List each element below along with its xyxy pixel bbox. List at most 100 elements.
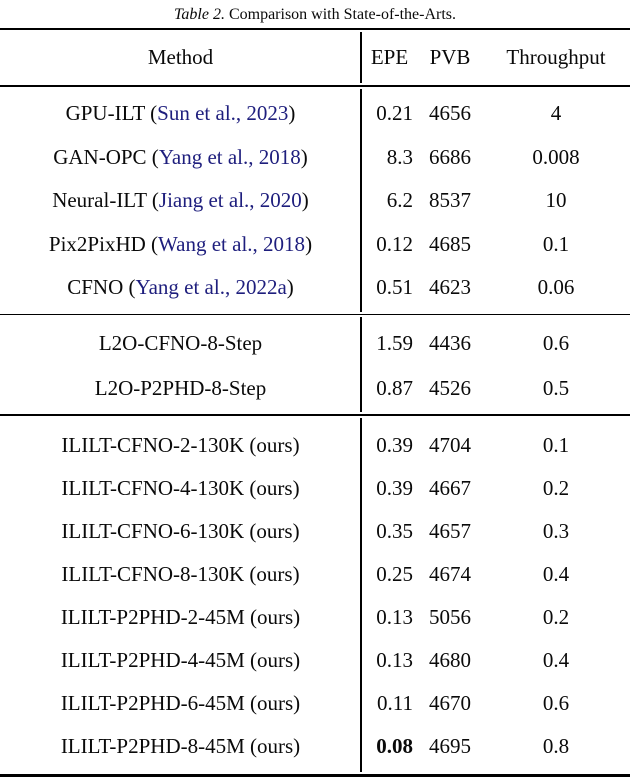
table-row: CFNO (Yang et al., 2022a) 0.51 4623 0.06 <box>0 266 630 310</box>
table-caption-text: Comparison with State-of-the-Arts. <box>224 6 457 23</box>
method-cell: L2O-CFNO-8-Step <box>0 331 361 356</box>
table-row: ILILT-CFNO-4-130K (ours) 0.39 4667 0.2 <box>0 467 630 510</box>
table-row: ILILT-CFNO-6-130K (ours) 0.35 4657 0.3 <box>0 510 630 553</box>
throughput-value: 0.8 <box>542 734 570 759</box>
table-row: Pix2PixHD (Wang et al., 2018) 0.12 4685 … <box>0 223 630 267</box>
method-cell: L2O-P2PHD-8-Step <box>0 376 361 401</box>
table-row: ILILT-CFNO-2-130K (ours) 0.39 4704 0.1 <box>0 424 630 467</box>
numeric-cells: 0.39 4704 0.1 <box>361 433 630 458</box>
header-numeric-columns: EPE PVB Throughput <box>361 45 630 70</box>
numeric-cells: 0.35 4657 0.3 <box>361 519 630 544</box>
epe-value: 0.51 <box>376 275 413 300</box>
throughput-value: 0.1 <box>542 433 570 458</box>
method-pre: ILILT-P2PHD-8-45M (ours) <box>60 734 301 759</box>
table-caption-number: Table 2. <box>173 6 225 23</box>
throughput-value: 0.6 <box>542 331 570 356</box>
method-post: ) <box>305 231 313 256</box>
method-cell: Pix2PixHD (Wang et al., 2018) <box>0 232 361 257</box>
epe-value: 8.3 <box>386 144 413 169</box>
table-row: L2O-CFNO-8-Step 1.59 4436 0.6 <box>0 321 630 366</box>
method-pre: Pix2PixHD ( <box>48 231 159 256</box>
epe-value: 0.39 <box>376 476 413 501</box>
pvb-value: 4680 <box>429 648 471 673</box>
column-header-pvb: PVB <box>429 45 471 70</box>
pvb-value: 5056 <box>429 605 471 630</box>
pvb-value: 4623 <box>429 275 471 300</box>
pvb-value: 8537 <box>429 188 471 213</box>
throughput-value: 0.4 <box>542 648 570 673</box>
table-body: GPU-ILT (Sun et al., 2023) 0.21 4656 4 G… <box>0 87 630 774</box>
header-rule <box>0 85 630 88</box>
epe-value: 0.21 <box>376 101 413 126</box>
epe-value: 6.2 <box>386 188 413 213</box>
epe-value: 0.87 <box>376 376 413 401</box>
epe-value: 0.11 <box>377 691 413 716</box>
method-cell: ILILT-CFNO-2-130K (ours) <box>0 433 361 458</box>
throughput-value: 4 <box>550 101 562 126</box>
table-row: ILILT-P2PHD-4-45M (ours) 0.13 4680 0.4 <box>0 639 630 682</box>
table-row: ILILT-P2PHD-8-45M (ours) 0.08 4695 0.8 <box>0 725 630 768</box>
numeric-cells: 0.87 4526 0.5 <box>361 376 630 401</box>
numeric-cells: 0.51 4623 0.06 <box>361 275 630 300</box>
citation-link[interactable]: Sun et al., 2023 <box>157 101 289 126</box>
table-header-row: Method EPE PVB Throughput <box>0 30 630 85</box>
top-rule <box>0 28 630 31</box>
table-row: ILILT-P2PHD-6-45M (ours) 0.11 4670 0.6 <box>0 682 630 725</box>
numeric-cells: 0.13 5056 0.2 <box>361 605 630 630</box>
pvb-value: 4695 <box>429 734 471 759</box>
method-cell: Neural-ILT (Jiang et al., 2020) <box>0 188 361 213</box>
method-cell: ILILT-P2PHD-8-45M (ours) <box>0 734 361 759</box>
pvb-value: 4656 <box>429 101 471 126</box>
method-pre: ILILT-CFNO-6-130K (ours) <box>61 519 300 544</box>
throughput-value: 0.1 <box>542 231 570 256</box>
method-post: ) <box>288 101 296 126</box>
table-row: Neural-ILT (Jiang et al., 2020) 6.2 8537… <box>0 179 630 223</box>
citation-link[interactable]: Wang et al., 2018 <box>158 231 306 256</box>
throughput-value: 0.6 <box>542 691 570 716</box>
method-cell: ILILT-P2PHD-2-45M (ours) <box>0 605 361 630</box>
pvb-value: 4667 <box>429 476 471 501</box>
method-pre: Neural-ILT ( <box>52 188 159 213</box>
column-header-epe: EPE <box>370 45 409 70</box>
pvb-value: 4657 <box>429 519 471 544</box>
method-pre: L2O-CFNO-8-Step <box>98 331 263 356</box>
table-section-l2o-baselines: L2O-CFNO-8-Step 1.59 4436 0.6 L2O-P2PHD-… <box>0 315 630 414</box>
throughput-value: 0.06 <box>537 275 575 300</box>
citation-link[interactable]: Yang et al., 2022a <box>135 275 287 300</box>
citation-link[interactable]: Jiang et al., 2020 <box>158 188 302 213</box>
numeric-cells: 6.2 8537 10 <box>361 188 630 213</box>
throughput-value: 0.3 <box>542 519 570 544</box>
method-cell: ILILT-CFNO-8-130K (ours) <box>0 562 361 587</box>
epe-value: 0.13 <box>376 648 413 673</box>
section-divider-rule <box>0 313 630 316</box>
epe-value: 0.35 <box>376 519 413 544</box>
numeric-cells: 8.3 6686 0.008 <box>361 145 630 170</box>
citation-link[interactable]: Yang et al., 2018 <box>158 144 301 169</box>
bottom-rule <box>0 774 630 777</box>
table-row: ILILT-P2PHD-2-45M (ours) 0.13 5056 0.2 <box>0 596 630 639</box>
method-cell: ILILT-P2PHD-4-45M (ours) <box>0 648 361 673</box>
numeric-cells: 0.08 4695 0.8 <box>361 734 630 759</box>
method-pre: ILILT-P2PHD-4-45M (ours) <box>60 648 301 673</box>
table-row: ILILT-CFNO-8-130K (ours) 0.25 4674 0.4 <box>0 553 630 596</box>
pvb-value: 4670 <box>429 691 471 716</box>
numeric-cells: 0.13 4680 0.4 <box>361 648 630 673</box>
throughput-value: 0.008 <box>532 144 580 169</box>
table-section-prior-arts: GPU-ILT (Sun et al., 2023) 0.21 4656 4 G… <box>0 87 630 314</box>
method-cell: CFNO (Yang et al., 2022a) <box>0 275 361 300</box>
method-pre: GAN-OPC ( <box>53 144 159 169</box>
table-row: GPU-ILT (Sun et al., 2023) 0.21 4656 4 <box>0 92 630 136</box>
method-pre: ILILT-CFNO-8-130K (ours) <box>61 562 300 587</box>
epe-value: 0.12 <box>376 231 413 256</box>
pvb-value: 4704 <box>429 433 471 458</box>
pvb-value: 4436 <box>429 331 471 356</box>
pvb-value: 4685 <box>429 231 471 256</box>
throughput-value: 0.2 <box>542 605 570 630</box>
epe-value: 1.59 <box>376 331 413 356</box>
pvb-value: 6686 <box>429 144 471 169</box>
pvb-value: 4526 <box>429 376 471 401</box>
method-cell: ILILT-P2PHD-6-45M (ours) <box>0 691 361 716</box>
table-row: L2O-P2PHD-8-Step 0.87 4526 0.5 <box>0 366 630 411</box>
throughput-value: 0.2 <box>542 476 570 501</box>
